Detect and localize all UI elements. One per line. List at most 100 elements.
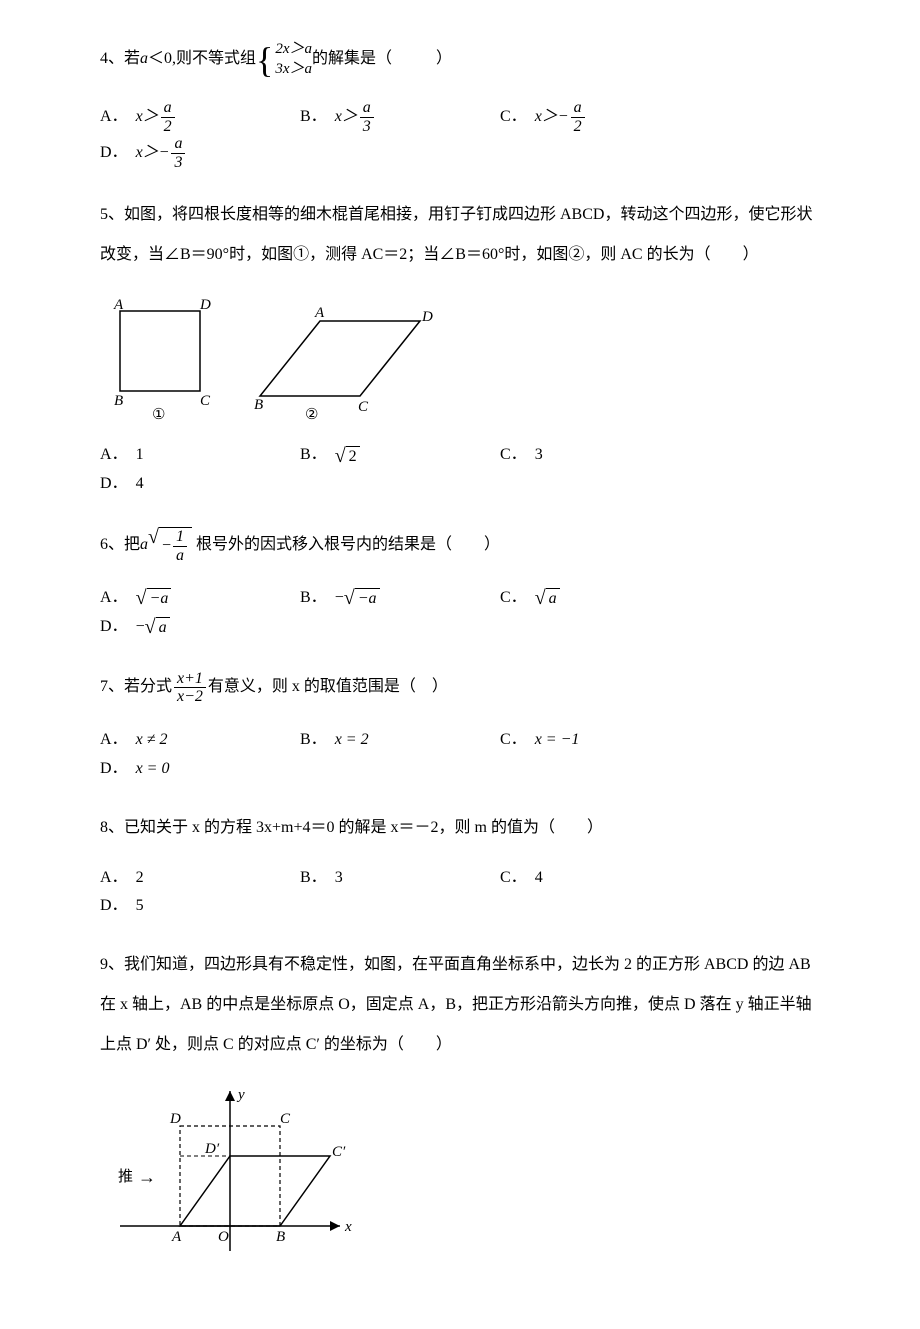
question-7: 7、若分式 x+1 x−2 有意义，则 x 的取值范围是（ ） A． x ≠ 2… [100, 670, 840, 784]
square-diagram-icon: A D B C ① [100, 291, 220, 421]
q6-suffix: 根号外的因式移入根号内的结果是（ ） [196, 531, 500, 560]
frac-num: a [171, 135, 185, 154]
opt-label: C． [500, 584, 527, 613]
fig-label-2: ② [305, 407, 318, 421]
opt-label: A． [100, 441, 128, 470]
neg-sign: − [335, 584, 344, 613]
q6-opt-d: D． − √a [100, 613, 280, 642]
q6-opt-c: C． √a [500, 584, 680, 613]
frac-den: 2 [571, 118, 585, 136]
sqrt-body: −a [355, 588, 380, 608]
sqrt-body: −a [147, 588, 172, 608]
opt-text: x = −1 [535, 726, 580, 755]
q8-options: A． 2 B． 3 C． 4 D． 5 [100, 864, 840, 922]
opt-text: x = 2 [335, 726, 369, 755]
label-B: B [114, 393, 123, 409]
q6-sqrt: √ − 1 a [148, 527, 192, 564]
q9-figure: x y D C D′ C′ A B O 推 → [100, 1081, 840, 1261]
sqrt-icon: √ [148, 527, 159, 547]
neg-sign: − [162, 536, 171, 555]
sqrt-body: a [546, 588, 560, 608]
q7-prefix: 7、若分式 [100, 673, 172, 702]
q8-stem: 8、已知关于 x 的方程 3x+m+4＝0 的解是 x＝－2，则 m 的值为（ … [100, 812, 840, 844]
label-O: O [218, 1229, 229, 1245]
question-5: 5、如图，将四根长度相等的细木棍首尾相接，用钉子钉成四边形 ABCD，转动这个四… [100, 199, 840, 499]
q8-opt-c: C． 4 [500, 864, 680, 893]
opt-text: 5 [136, 892, 144, 921]
opt-text: 2 [136, 864, 144, 893]
q5-opt-d: D． 4 [100, 470, 280, 499]
label-B: B [254, 397, 263, 413]
opt-label: A． [100, 864, 128, 893]
arrow-icon: → [138, 1167, 156, 1187]
q9-line2: 在 x 轴上，AB 的中点是坐标原点 O，固定点 A，B，把正方形沿箭头方向推，… [100, 989, 840, 1021]
q4-opt-b: B． x＞ a3 [300, 99, 480, 135]
q5-opt-a: A． 1 [100, 441, 280, 470]
q6-a: a [140, 531, 148, 560]
label-D: D [421, 309, 433, 325]
sqrt-icon: √ [535, 588, 546, 608]
sqrt-body: a [156, 617, 170, 637]
opt-text: x = 0 [136, 755, 170, 784]
q4-opt-a: A． x＞ a2 [100, 99, 280, 135]
neg-sign: − [136, 613, 145, 642]
q4-system: { 2x＞a 3x＞a [256, 40, 312, 79]
q7-options: A． x ≠ 2 B． x = 2 C． x = −1 D． x = 0 [100, 726, 840, 784]
frac-den: 3 [360, 118, 374, 136]
opt-label: A． [100, 103, 128, 132]
q5-figures: A D B C ① A D B C ② [100, 291, 840, 421]
q7-opt-c: C． x = −1 [500, 726, 680, 755]
sqrt-body: 2 [346, 446, 360, 466]
label-A: A [171, 1229, 182, 1245]
q5-opt-c: C． 3 [500, 441, 680, 470]
q7-stem: 7、若分式 x+1 x−2 有意义，则 x 的取值范围是（ ） [100, 670, 840, 706]
opt-text: 3 [535, 441, 543, 470]
sqrt-icon: √ [145, 617, 156, 637]
opt-text: x ≠ 2 [136, 726, 168, 755]
sqrt-icon: √ [136, 588, 147, 608]
frac-num: a [360, 99, 374, 118]
label-B: B [276, 1229, 285, 1245]
frac-num: x+1 [174, 670, 206, 689]
q6-opt-a: A． √−a [100, 584, 280, 613]
label-A: A [314, 305, 325, 321]
label-A: A [113, 297, 124, 313]
label-D: D [169, 1111, 181, 1127]
question-8: 8、已知关于 x 的方程 3x+m+4＝0 的解是 x＝－2，则 m 的值为（ … [100, 812, 840, 922]
label-C: C [200, 393, 211, 409]
q7-opt-d: D． x = 0 [100, 755, 280, 784]
opt-label: B． [300, 864, 327, 893]
q9-line3: 上点 D′ 处，则点 C 的对应点 C′ 的坐标为（ ） [100, 1029, 840, 1061]
q5-line2: 改变，当∠B＝90°时，如图①，测得 AC＝2；当∠B＝60°时，如图②，则 A… [100, 239, 840, 271]
q4-paren: （ ） [376, 45, 456, 74]
opt-text: 4 [535, 864, 543, 893]
opt-label: D． [100, 892, 128, 921]
q6-options: A． √−a B． − √−a C． √a D． − √a [100, 584, 840, 642]
label-D: D [199, 297, 211, 313]
q4-sys-top: 2x＞a [275, 40, 312, 60]
q4-d-pre: x＞− [136, 139, 170, 168]
frac-den: x−2 [174, 688, 206, 706]
opt-text: 3 [335, 864, 343, 893]
q5-opt-b: B． √2 [300, 441, 480, 470]
opt-label: A． [100, 584, 128, 613]
frac-den: 3 [171, 154, 185, 172]
label-C: C [280, 1111, 291, 1127]
q4-stem: 4、若 a ＜0, 则不等式组 { 2x＞a 3x＞a 的解集是 （ ） [100, 40, 840, 79]
q8-opt-a: A． 2 [100, 864, 280, 893]
q7-opt-a: A． x ≠ 2 [100, 726, 280, 755]
frac-num: a [161, 99, 175, 118]
q4-a-pre: x＞ [136, 103, 159, 132]
q8-opt-b: B． 3 [300, 864, 480, 893]
opt-text: 4 [136, 470, 144, 499]
opt-label: D． [100, 755, 128, 784]
rhombus-diagram-icon: A D B C ② [250, 301, 450, 421]
opt-label: C． [500, 441, 527, 470]
brace-icon: { [256, 42, 273, 78]
opt-label: B． [300, 584, 327, 613]
q4-mid: 则不等式组 [176, 45, 256, 74]
opt-label: C． [500, 864, 527, 893]
fig-label-1: ① [152, 407, 165, 421]
q4-opt-c: C． x＞− a2 [500, 99, 680, 135]
sqrt-icon: √ [335, 446, 346, 466]
